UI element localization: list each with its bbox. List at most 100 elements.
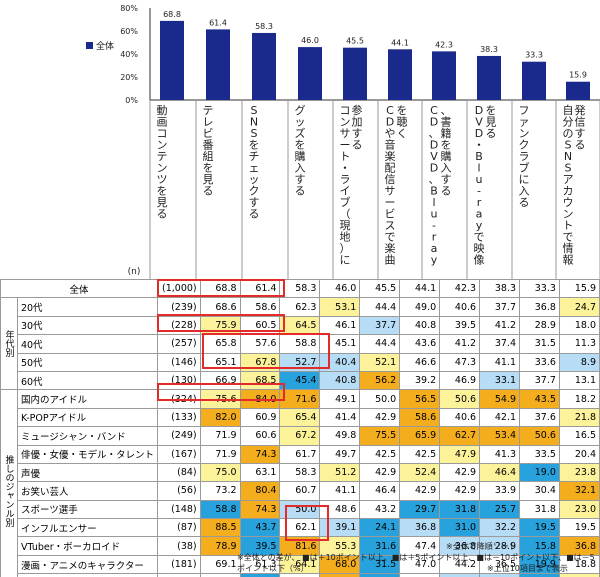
table-cell: 56.2 xyxy=(359,370,401,391)
table-cell: 49.8 xyxy=(319,426,361,446)
category-label-char: を xyxy=(157,185,168,198)
table-cell: 52.7 xyxy=(279,352,321,372)
category-label-char: - xyxy=(477,185,481,198)
table-cell: 46.6 xyxy=(399,352,441,372)
table-cell: 46.0 xyxy=(319,278,361,299)
category-label-char: ブ xyxy=(519,161,530,175)
table-cell: 48.6 xyxy=(319,499,361,520)
table-cell: 44.4 xyxy=(359,297,401,317)
bar xyxy=(432,51,456,100)
table-cell: 37.7 xyxy=(479,297,520,317)
category-label-char: a xyxy=(431,242,438,255)
table-cell: 60.5 xyxy=(239,315,281,336)
bar-value-label: 44.1 xyxy=(391,38,409,47)
table-cell: 63.1 xyxy=(239,462,281,483)
table-cell: 32.2 xyxy=(479,518,520,538)
row-label: K-POPアイドル xyxy=(16,407,158,428)
table-cell: 58.6 xyxy=(399,407,441,428)
category-label-char: フ xyxy=(519,104,530,117)
table-cell: 30.4 xyxy=(519,481,560,501)
table-cell: 42.1 xyxy=(479,407,520,428)
row-n: (130) xyxy=(156,370,201,391)
table-cell: 53.1 xyxy=(319,297,361,317)
category-label-char: ・ xyxy=(340,162,351,175)
table-cell: 62.1 xyxy=(279,518,321,538)
table-cell: 25.7 xyxy=(479,499,520,520)
table-cell: 29.7 xyxy=(399,499,441,520)
table-cell: 24.7 xyxy=(558,297,600,317)
category-label-char: る xyxy=(352,139,363,152)
row-n: (1,000) xyxy=(156,278,201,299)
row-n: (181) xyxy=(156,554,201,575)
table-cell: 18.2 xyxy=(558,389,600,409)
table-cell: 24.1 xyxy=(359,518,401,538)
category-label-char: を xyxy=(203,162,214,175)
category-label-char: D xyxy=(430,139,438,152)
table-cell: 39.1 xyxy=(319,518,361,538)
table-cell: 19.5 xyxy=(519,518,560,538)
row-n: (228) xyxy=(156,315,201,336)
row-n: (148) xyxy=(156,499,201,520)
table-cell: 44.1 xyxy=(399,278,441,299)
table-cell: 45.1 xyxy=(319,334,361,354)
table-cell: 68.6 xyxy=(199,297,241,317)
table-row: ゲームのキャラクター(78)73.147.459.069.232.146.234… xyxy=(1,573,600,577)
category-label-char: 配 xyxy=(385,162,396,175)
table-cell: 44.4 xyxy=(359,334,401,354)
category-label-char: 、 xyxy=(429,173,440,186)
category-label-char: 番 xyxy=(203,139,214,152)
row-label: 30代 xyxy=(16,315,158,336)
table-cell: 38.3 xyxy=(479,278,520,299)
table-cell: 47.3 xyxy=(439,352,481,372)
table-cell: 31.6 xyxy=(359,536,401,556)
row-n: (56) xyxy=(156,481,201,501)
category-label-char: S xyxy=(251,104,258,117)
category-label-char: ビ xyxy=(385,208,396,221)
table-cell: 65.9 xyxy=(399,426,441,446)
category-label-char: y xyxy=(431,254,438,267)
category-label-char: ビ xyxy=(203,127,214,140)
category-label-char: ラ xyxy=(519,150,530,163)
table-cell: 46.1 xyxy=(319,315,361,336)
category-label-char: を xyxy=(249,139,260,152)
category-label-char: S xyxy=(565,162,572,175)
category-label-char: を xyxy=(397,104,408,117)
category-label-char: チ xyxy=(249,150,260,163)
table-cell: 43.5 xyxy=(519,389,560,409)
bar xyxy=(252,32,276,100)
category-label-char: イ xyxy=(340,185,351,198)
table-cell: 62.7 xyxy=(439,426,481,446)
table-cell: 40.6 xyxy=(439,407,481,428)
table-cell: 41.4 xyxy=(319,407,361,428)
category-label-char: 聴 xyxy=(397,116,408,129)
category-label-char: V xyxy=(430,150,438,163)
table-cell: 28.9 xyxy=(519,315,560,336)
category-label-char: テ xyxy=(157,150,168,163)
row-label: スポーツ選手 xyxy=(16,499,158,520)
category-label-char: 組 xyxy=(203,150,214,163)
category-label-char: の xyxy=(563,127,574,140)
row-n: (133) xyxy=(156,407,201,428)
row-label: 声優 xyxy=(16,462,158,483)
category-label-char: ア xyxy=(563,173,574,186)
table-row: インフルエンサー (87) 88.5 43.7 62.1 39.1 24.1 36.8 31.0… xyxy=(1,518,600,538)
table-cell: 66.9 xyxy=(199,370,241,391)
table-row: VTuber・ボーカロイド (38) 78.9 39.5 81.6 55.3 31.6 47.… xyxy=(1,536,600,556)
category-label-char: 映 xyxy=(474,242,485,255)
table-cell: 50.0 xyxy=(359,389,401,409)
row-label: 全体 xyxy=(0,278,158,299)
category-label-char: V xyxy=(475,116,483,129)
table-row: 60代 (130) 66.9 68.5 45.4 40.8 56.2 39.2 46.9 33.1… xyxy=(1,370,600,391)
category-label-char: C xyxy=(430,104,438,117)
table-cell: 88.5 xyxy=(199,518,241,538)
row-n: (249) xyxy=(156,426,201,446)
category-label-char: ン xyxy=(519,127,530,140)
table-cell: 23.0 xyxy=(558,499,600,520)
bar-value-label: 58.3 xyxy=(255,22,273,31)
bar-value-label: 61.4 xyxy=(209,18,227,27)
category-label-char: 像 xyxy=(474,254,485,267)
category-label-char: す xyxy=(441,173,452,186)
category-label-char: 見 xyxy=(486,116,497,129)
table-cell: 23.8 xyxy=(558,462,600,483)
table-cell: 8.9 xyxy=(558,352,600,372)
